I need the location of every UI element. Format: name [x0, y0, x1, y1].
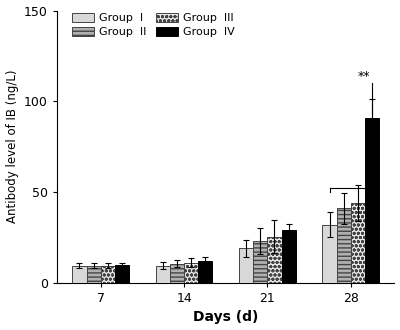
- Bar: [336, 209, 351, 283]
- Bar: [156, 266, 170, 283]
- Bar: [365, 118, 379, 283]
- Bar: [86, 266, 101, 283]
- Bar: [184, 263, 198, 283]
- Bar: [268, 237, 282, 283]
- Bar: [72, 266, 86, 283]
- X-axis label: Days (d): Days (d): [193, 311, 258, 324]
- Bar: [115, 265, 129, 283]
- Bar: [101, 266, 115, 283]
- Bar: [198, 261, 212, 283]
- Bar: [322, 225, 336, 283]
- Bar: [351, 203, 365, 283]
- Legend: Group  I, Group  II, Group  III, Group  IV: Group I, Group II, Group III, Group IV: [69, 11, 237, 39]
- Bar: [239, 248, 253, 283]
- Bar: [253, 241, 268, 283]
- Bar: [282, 230, 296, 283]
- Y-axis label: Antibody level of IB (ng/L): Antibody level of IB (ng/L): [6, 70, 18, 223]
- Text: **: **: [358, 70, 370, 83]
- Bar: [170, 264, 184, 283]
